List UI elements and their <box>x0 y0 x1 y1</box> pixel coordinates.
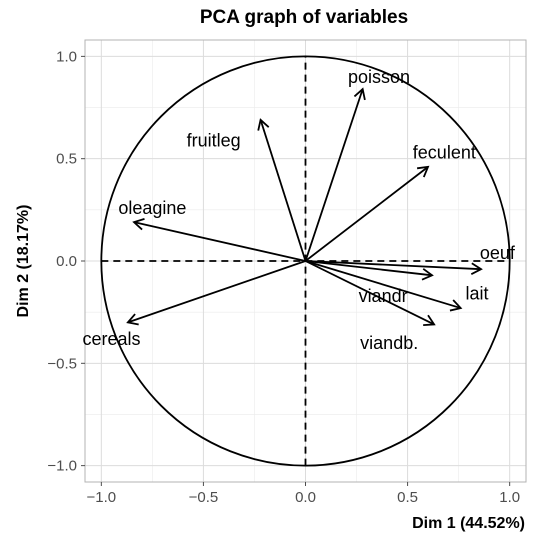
arrow-viandr <box>305 260 433 277</box>
label-viandr: viandr <box>359 286 408 306</box>
variable-oleagine: oleagine <box>118 198 306 262</box>
arrow-feculent <box>304 166 429 262</box>
y-axis-title: Dim 2 (18.17%) <box>15 205 32 318</box>
label-poisson: poisson <box>348 67 410 87</box>
chart-title: PCA graph of variables <box>200 7 408 28</box>
arrow-viandb <box>305 260 435 326</box>
arrow-lait <box>305 260 461 309</box>
arrow-oeuf <box>305 260 482 271</box>
y-tick-label: 0.5 <box>56 151 77 168</box>
label-fruitleg: fruitleg <box>187 130 241 150</box>
label-lait: lait <box>465 284 488 304</box>
variable-lait: lait <box>305 260 489 312</box>
y-tick-label: 0.0 <box>56 253 77 270</box>
x-axis-title: Dim 1 (44.52%) <box>412 515 525 532</box>
arrowhead-lait <box>449 299 463 312</box>
x-tick-label: 0.5 <box>397 489 418 506</box>
arrow-cereals <box>127 260 306 324</box>
variable-feculent: feculent <box>304 143 476 262</box>
variable-viandb: viandb. <box>305 260 436 353</box>
variable-poisson: poisson <box>304 67 410 262</box>
variable-viandr: viandr <box>305 260 434 306</box>
arrowhead-oeuf <box>470 262 483 276</box>
arrowhead-oleagine <box>132 218 145 231</box>
arrowhead-viandr <box>421 268 434 281</box>
variable-cereals: cereals <box>83 260 306 349</box>
arrowhead-fruitleg <box>257 118 270 131</box>
arrowhead-feculent <box>416 165 430 178</box>
arrowhead-cereals <box>126 313 139 326</box>
arrowhead-viandb <box>423 314 436 327</box>
y-tick-label: −1.0 <box>47 458 77 475</box>
x-tick-label: −0.5 <box>189 489 219 506</box>
label-feculent: feculent <box>413 143 476 163</box>
x-tick-label: 0.0 <box>295 489 316 506</box>
arrow-fruitleg <box>259 119 307 262</box>
label-oleagine: oleagine <box>118 198 186 218</box>
x-tick-label: −1.0 <box>87 489 117 506</box>
plot-area: −1.0 −0.5 0.0 0.5 1.0 −1.0 −0.5 0.0 0.5 1.0 poisso… <box>47 39 527 506</box>
arrow-oleagine <box>133 221 306 262</box>
label-cereals: cereals <box>83 329 141 349</box>
label-viandb: viandb. <box>360 333 418 353</box>
y-tick-label: −0.5 <box>47 355 77 372</box>
variable-oeuf: oeuf <box>305 243 516 276</box>
x-tick-label: 1.0 <box>499 489 520 506</box>
arrowhead-poisson <box>353 87 366 101</box>
variable-fruitleg: fruitleg <box>187 118 307 262</box>
arrow-poisson <box>304 88 364 262</box>
label-oeuf: oeuf <box>480 243 516 263</box>
y-tick-label: 1.0 <box>56 48 77 65</box>
